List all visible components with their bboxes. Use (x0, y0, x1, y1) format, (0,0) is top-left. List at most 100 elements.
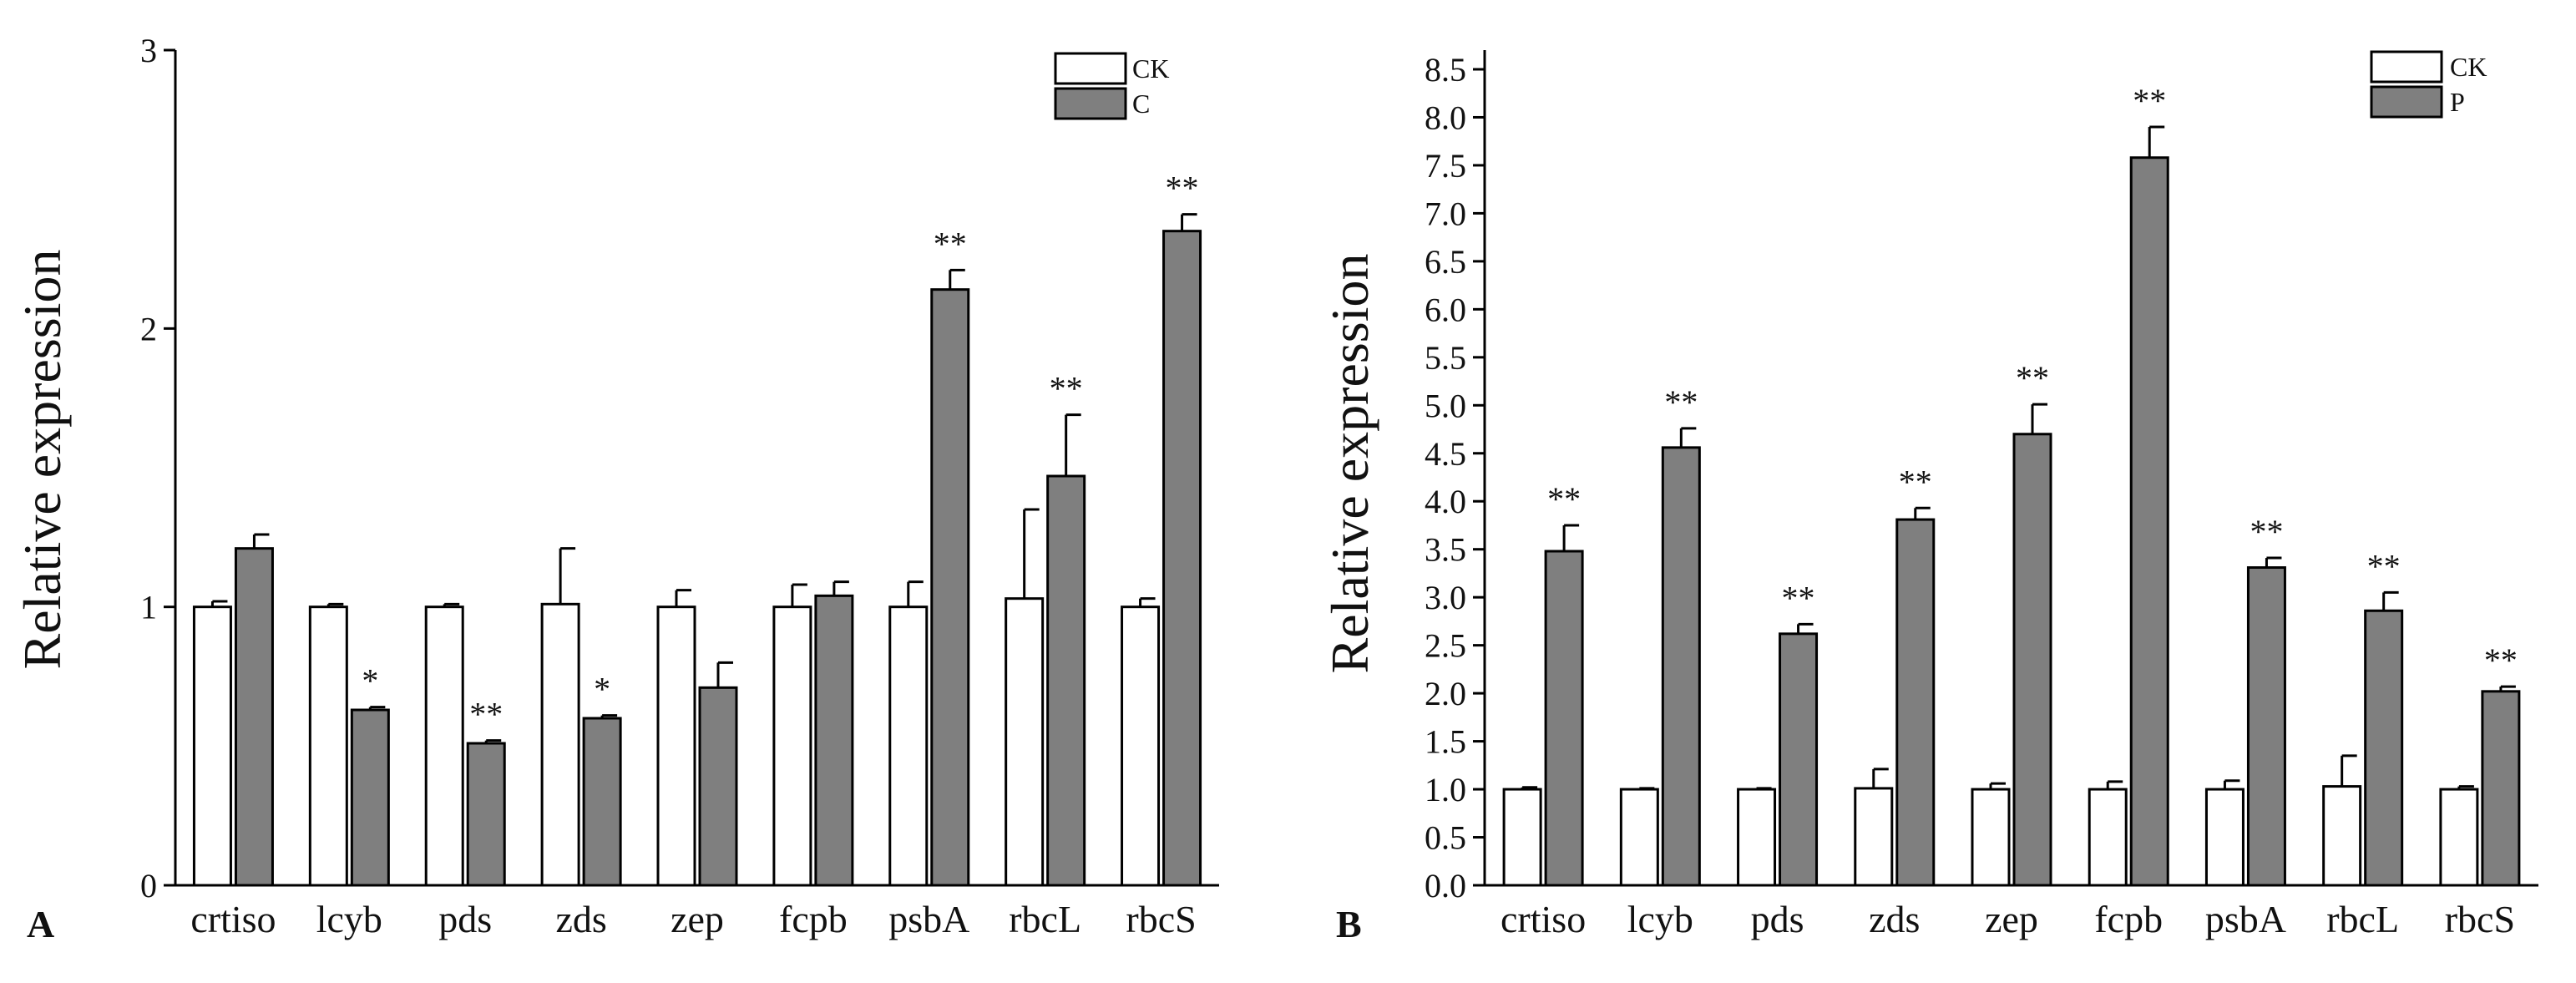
significance-label-b: ** (2484, 641, 2518, 679)
significance-label-a: * (362, 662, 378, 700)
legend-label-p-b: P (2450, 87, 2465, 117)
y-tick-label-b: 4.5 (1425, 435, 1466, 473)
bar-ck-a (1121, 606, 1161, 887)
bar-c-a (930, 288, 970, 887)
bar-c-a (1046, 474, 1086, 887)
bar-ck-a (888, 606, 929, 887)
significance-label-b: ** (2133, 82, 2166, 119)
y-tick-label-b: 8.5 (1425, 51, 1466, 89)
y-tick-label-b: 1.0 (1425, 771, 1466, 808)
bar-ck-b (2439, 788, 2479, 887)
y-tick-label-b: 0.0 (1425, 867, 1466, 904)
bar-ck-a (308, 606, 348, 887)
x-tick-label-b: rbcS (2445, 898, 2515, 940)
panel-a: Relative expression A 0 1 2 3 crtiso * lcyb ** p… (13, 32, 1219, 945)
bar-ck-b (1971, 788, 2011, 887)
bar-ck-a (1005, 597, 1045, 887)
bar-c-a (234, 547, 274, 887)
y-tick-label-b: 7.0 (1425, 195, 1466, 232)
y-tick-label-b: 3.5 (1425, 531, 1466, 569)
x-tick-label-b: lcyb (1627, 898, 1693, 940)
y-tick-label-b: 7.5 (1425, 147, 1466, 185)
legend-swatch-p-b (2370, 85, 2443, 119)
x-tick-label-a: lcyb (316, 898, 382, 940)
bar-ck-a (424, 606, 464, 887)
x-tick-label-a: zep (671, 898, 724, 940)
plot-area-b: 0.0 0.5 1.0 1.5 2.0 2.5 3.0 3.5 4.0 4.5 5.0 5.5 6.0 6… (1425, 50, 2538, 940)
significance-label-b: ** (2367, 547, 2401, 585)
legend-b: CK P (2370, 50, 2487, 119)
x-tick-label-a: psbA (888, 898, 969, 940)
y-tick-label-a: 3 (140, 32, 157, 69)
bar-p-b (1544, 550, 1584, 887)
significance-label-b: ** (1547, 480, 1581, 518)
bar-p-b (1779, 632, 1819, 887)
x-tick-label-b: crtiso (1501, 898, 1586, 940)
x-tick-label-b: rbcL (2326, 898, 2399, 940)
bar-ck-b (2322, 785, 2362, 887)
bar-p-b (2012, 433, 2052, 887)
y-tick-label-b: 5.0 (1425, 387, 1466, 424)
x-tick-label-a: fcpb (779, 898, 848, 940)
y-tick-label-b: 3.0 (1425, 579, 1466, 616)
bar-ck-a (192, 606, 232, 887)
plot-area-a: 0 1 2 3 crtiso * lcyb ** pds * zds zep fcpb ** psbA ** r… (140, 32, 1219, 940)
x-tick-label-b: pds (1751, 898, 1804, 940)
bar-c-a (698, 686, 738, 887)
y-tick-label-b: 5.5 (1425, 339, 1466, 377)
significance-label-b: ** (1782, 579, 1815, 616)
bar-ck-b (2204, 788, 2245, 887)
legend-label-ck-a: CK (1132, 53, 1169, 84)
x-tick-label-a: crtiso (190, 898, 276, 940)
bar-p-b (1895, 518, 1936, 887)
bar-p-b (1661, 446, 1701, 887)
bar-p-b (2246, 566, 2286, 887)
x-tick-label-a: pds (438, 898, 492, 940)
y-tick-label-a: 1 (140, 589, 157, 626)
bar-ck-a (656, 606, 696, 887)
panel-b: Relative expression B 0.0 0.5 1.0 1.5 2.0 2.5… (1320, 50, 2538, 945)
legend-label-ck-b: CK (2450, 52, 2487, 82)
significance-label-a: ** (1050, 370, 1083, 408)
legend-swatch-ck-a (1054, 52, 1127, 85)
y-axis-label-a: Relative expression (13, 250, 72, 670)
x-tick-label-a: rbcL (1009, 898, 1081, 940)
panel-label-a: A (27, 903, 54, 945)
bar-ck-b (2088, 788, 2128, 887)
y-tick-label-a: 0 (140, 867, 157, 904)
legend-label-c-a: C (1132, 89, 1150, 119)
y-tick-label-b: 2.5 (1425, 627, 1466, 665)
legend-a: CK C (1054, 52, 1169, 120)
x-tick-label-a: zds (555, 898, 606, 940)
significance-label-a: ** (934, 225, 967, 262)
bar-ck-b (1737, 788, 1777, 887)
bar-ck-b (1502, 788, 1542, 887)
significance-label-a: * (594, 671, 610, 708)
x-tick-label-b: zds (1869, 898, 1920, 940)
y-tick-label-b: 2.0 (1425, 675, 1466, 712)
legend-swatch-ck-b (2370, 50, 2443, 84)
y-tick-label-b: 6.0 (1425, 291, 1466, 328)
y-tick-label-b: 1.5 (1425, 723, 1466, 761)
significance-label-b: ** (2016, 359, 2049, 397)
bar-c-a (350, 708, 390, 887)
bar-c-a (582, 717, 622, 887)
y-axis-label-b: Relative expression (1320, 254, 1379, 674)
y-tick-label-b: 4.0 (1425, 483, 1466, 520)
significance-label-a: ** (469, 696, 503, 733)
bar-ck-a (540, 602, 580, 887)
y-tick-label-b: 0.5 (1425, 819, 1466, 857)
y-tick-label-a: 2 (140, 310, 157, 347)
legend-swatch-c-a (1054, 87, 1127, 120)
y-tick-label-b: 6.5 (1425, 243, 1466, 281)
x-tick-label-a: rbcS (1126, 898, 1196, 940)
bar-ck-a (772, 606, 812, 887)
bar-c-a (814, 594, 854, 887)
x-tick-label-b: fcpb (2094, 898, 2163, 940)
significance-label-a: ** (1166, 170, 1199, 207)
bar-p-b (2481, 690, 2521, 887)
bar-c-a (466, 742, 506, 887)
x-tick-label-b: psbA (2205, 898, 2286, 940)
panel-label-b: B (1336, 903, 1362, 945)
